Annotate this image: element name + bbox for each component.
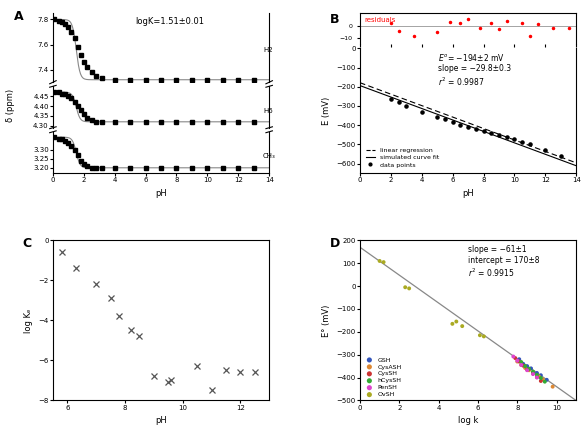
Text: CH₃: CH₃ bbox=[263, 153, 276, 159]
Text: H6: H6 bbox=[263, 108, 273, 114]
X-axis label: pH: pH bbox=[462, 189, 474, 198]
Y-axis label: E° (mV): E° (mV) bbox=[322, 304, 331, 337]
CysSH bbox=[519, 362, 528, 369]
OvSH bbox=[375, 257, 385, 264]
hCysSH bbox=[524, 365, 534, 372]
Y-axis label: log Kₑ: log Kₑ bbox=[24, 308, 33, 333]
GSH bbox=[519, 360, 528, 367]
hCysSH bbox=[528, 368, 537, 375]
hCysSH bbox=[540, 378, 550, 385]
CysASH bbox=[524, 367, 534, 374]
CysASH bbox=[516, 361, 526, 368]
OvSH bbox=[447, 320, 457, 327]
PenSH bbox=[513, 357, 522, 364]
X-axis label: pH: pH bbox=[155, 189, 167, 198]
PenSH bbox=[532, 374, 542, 381]
Text: logK=1.51±0.01: logK=1.51±0.01 bbox=[135, 17, 204, 26]
GSH bbox=[522, 363, 532, 370]
CysSH bbox=[536, 378, 546, 385]
Legend: linear regression, simulated curve fit, data points: linear regression, simulated curve fit, … bbox=[363, 145, 442, 170]
OvSH bbox=[457, 323, 467, 330]
Text: δ (ppm): δ (ppm) bbox=[6, 89, 15, 122]
CysASH bbox=[534, 373, 543, 380]
Text: A: A bbox=[14, 10, 24, 23]
CysASH bbox=[528, 369, 537, 376]
OvSH bbox=[452, 318, 461, 325]
OvSH bbox=[475, 332, 485, 339]
Text: slope = −61±1
intercept = 170±8
$r^{2}$ = 0.9915: slope = −61±1 intercept = 170±8 $r^{2}$ … bbox=[468, 245, 540, 279]
hCysSH bbox=[532, 371, 542, 378]
PenSH bbox=[528, 370, 537, 378]
Text: D: D bbox=[330, 237, 340, 250]
CysSH bbox=[532, 374, 542, 381]
Text: $E^{o}$= −194±2 mV
slope = −29.8±0.3
$r^{2}$ = 0.9987: $E^{o}$= −194±2 mV slope = −29.8±0.3 $r^… bbox=[438, 52, 511, 88]
CysASH bbox=[548, 383, 557, 390]
GSH bbox=[536, 372, 546, 379]
CysSH bbox=[510, 355, 520, 362]
GSH bbox=[526, 365, 536, 372]
hCysSH bbox=[520, 363, 530, 370]
CysASH bbox=[538, 376, 547, 383]
CysSH bbox=[514, 358, 524, 365]
OvSH bbox=[400, 284, 410, 291]
Text: B: B bbox=[330, 13, 339, 26]
CysASH bbox=[520, 364, 530, 371]
PenSH bbox=[509, 353, 518, 360]
Legend: GSH, CysASH, CysSH, hCysSH, PenSH, OvSH: GSH, CysASH, CysSH, hCysSH, PenSH, OvSH bbox=[363, 357, 402, 397]
GSH bbox=[532, 370, 542, 377]
X-axis label: pH: pH bbox=[155, 416, 167, 425]
CysSH bbox=[528, 370, 537, 377]
GSH bbox=[514, 356, 524, 363]
OvSH bbox=[405, 285, 414, 292]
PenSH bbox=[516, 361, 526, 368]
GSH bbox=[542, 376, 552, 383]
CysASH bbox=[513, 358, 522, 365]
OvSH bbox=[379, 259, 388, 266]
Y-axis label: E (mV): E (mV) bbox=[322, 97, 331, 125]
hCysSH bbox=[536, 374, 546, 381]
CysSH bbox=[522, 366, 532, 373]
X-axis label: log k: log k bbox=[458, 416, 478, 425]
Text: residuals: residuals bbox=[365, 17, 396, 23]
Text: H2: H2 bbox=[263, 47, 273, 53]
OvSH bbox=[479, 333, 489, 340]
Text: C: C bbox=[23, 237, 32, 250]
hCysSH bbox=[516, 359, 526, 366]
PenSH bbox=[522, 367, 532, 374]
